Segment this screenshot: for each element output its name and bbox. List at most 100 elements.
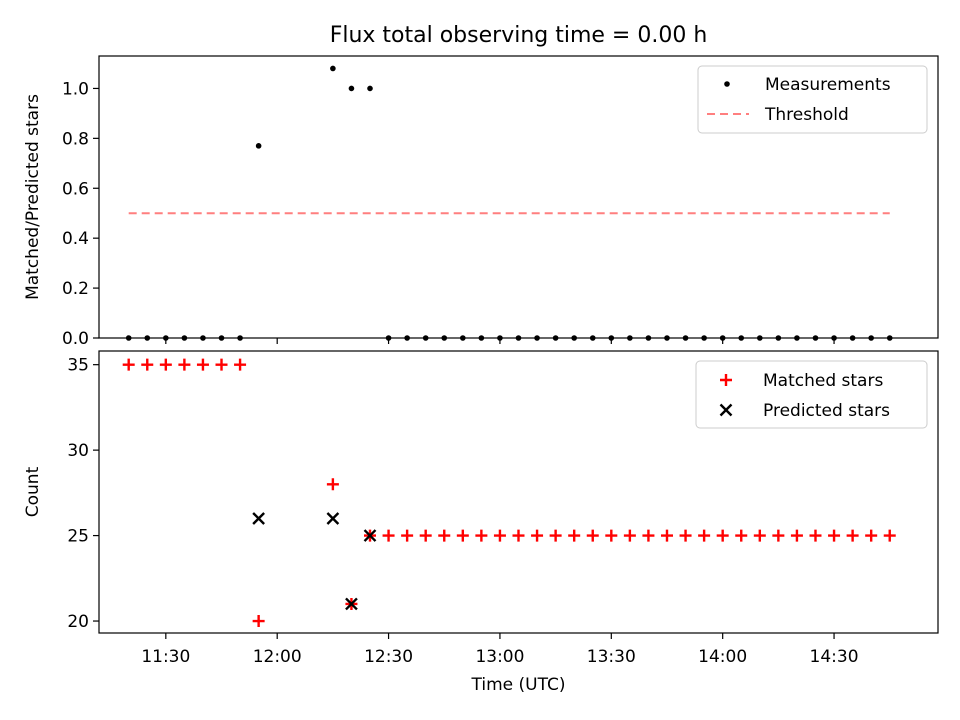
measurement-point bbox=[515, 335, 522, 341]
measurement-point bbox=[868, 335, 874, 341]
matched-star-point bbox=[475, 529, 488, 542]
matched-star-point bbox=[790, 529, 803, 542]
matched-star-point bbox=[438, 529, 451, 542]
measurement-point bbox=[404, 335, 410, 341]
y-tick-label: 35 bbox=[67, 356, 89, 376]
measurement-point bbox=[552, 335, 559, 341]
matched-star-point bbox=[456, 529, 469, 542]
measurement-point bbox=[794, 335, 800, 341]
matched-star-point bbox=[549, 529, 562, 542]
legend-label-matched: Matched stars bbox=[763, 371, 883, 391]
x-tick-label: 12:30 bbox=[364, 647, 413, 667]
measurement-point bbox=[627, 335, 633, 341]
measurement-point bbox=[664, 335, 670, 341]
top-panel: 0.0 0.2 0.4 0.6 0.8 1.0 Matched/Predicted star… bbox=[23, 55, 939, 349]
y-tick-label: 0.2 bbox=[62, 279, 89, 299]
measurement-point bbox=[144, 335, 151, 341]
matched-star-point bbox=[326, 478, 339, 491]
predicted-star-point bbox=[326, 512, 340, 525]
y-tick-label: 0.8 bbox=[62, 129, 89, 149]
matched-star-point bbox=[735, 529, 748, 542]
matched-star-point bbox=[883, 529, 896, 542]
measurement-point bbox=[181, 335, 188, 341]
matched-star-point bbox=[716, 529, 729, 542]
measurement-point bbox=[330, 65, 336, 72]
matched-star-point bbox=[865, 529, 878, 542]
x-tick-label: 13:30 bbox=[587, 647, 636, 667]
matched-star-point bbox=[419, 529, 432, 542]
measurement-point bbox=[812, 335, 819, 341]
matched-star-point bbox=[215, 358, 228, 371]
y-axis-label: Matched/Predicted stars bbox=[23, 94, 43, 300]
y-tick-label: 30 bbox=[67, 441, 89, 461]
y-tick-label: 0.4 bbox=[62, 229, 89, 249]
measurement-point bbox=[831, 335, 837, 341]
matched-star-point bbox=[846, 529, 859, 542]
measurement-point bbox=[589, 335, 596, 341]
legend-marker-matched bbox=[720, 374, 732, 386]
matched-star-point bbox=[753, 529, 766, 542]
matched-star-point bbox=[178, 358, 191, 371]
matched-star-point bbox=[698, 529, 711, 542]
legend-label-threshold: Threshold bbox=[764, 105, 849, 125]
matched-star-point bbox=[772, 529, 785, 542]
matched-star-point bbox=[623, 529, 636, 542]
legend-marker-measurements bbox=[724, 81, 730, 87]
measurement-point bbox=[348, 85, 355, 92]
legend-label-predicted: Predicted stars bbox=[763, 401, 890, 421]
measurement-point bbox=[367, 85, 373, 92]
measurement-point bbox=[163, 335, 169, 341]
x-tick-label: 13:00 bbox=[475, 647, 524, 667]
measurement-point bbox=[849, 335, 856, 341]
bottom-panel: 20 25 30 35 Count 11:30 12:00 12:30 13:00 13:30 14… bbox=[23, 350, 939, 695]
figure-title: Flux total observing time = 0.00 h bbox=[330, 23, 708, 48]
y-tick-label: 25 bbox=[67, 527, 89, 547]
matched-star-point bbox=[809, 529, 822, 542]
matched-star-point bbox=[568, 529, 581, 542]
matched-star-point bbox=[605, 529, 618, 542]
measurement-point bbox=[571, 335, 577, 341]
axes-frame bbox=[98, 350, 939, 634]
matched-star-point bbox=[382, 529, 395, 542]
measurement-point bbox=[701, 335, 707, 341]
matched-star-point bbox=[401, 529, 414, 542]
matched-star-point bbox=[493, 529, 506, 542]
measurement-point bbox=[218, 335, 225, 341]
measurement-point bbox=[200, 335, 206, 341]
matched-star-point bbox=[642, 529, 655, 542]
predicted-star-point bbox=[345, 597, 358, 611]
matched-star-point bbox=[159, 358, 172, 371]
matched-star-point bbox=[660, 529, 673, 542]
measurement-point bbox=[719, 335, 726, 341]
measurement-point bbox=[645, 335, 652, 341]
measurement-point bbox=[682, 335, 689, 341]
measurement-point bbox=[497, 335, 503, 341]
y-tick-label: 1.0 bbox=[62, 79, 89, 99]
predicted-star-point bbox=[252, 512, 265, 525]
matched-star-point bbox=[122, 358, 135, 371]
measurement-point bbox=[886, 335, 893, 341]
matched-star-point bbox=[531, 529, 544, 542]
measurement-point bbox=[478, 335, 485, 341]
y-tick-label: 0.0 bbox=[62, 329, 89, 349]
x-axis-label: Time (UTC) bbox=[471, 675, 566, 695]
matched-star-point bbox=[141, 358, 154, 371]
measurement-point bbox=[460, 335, 466, 341]
x-tick-label: 11:30 bbox=[141, 647, 190, 667]
measurement-point bbox=[608, 335, 615, 341]
x-tick-label: 12:00 bbox=[253, 647, 302, 667]
measurement-point bbox=[441, 335, 448, 341]
legend-marker-predicted bbox=[719, 403, 733, 417]
measurement-point bbox=[757, 335, 763, 341]
matched-star-point bbox=[586, 529, 599, 542]
measurement-point bbox=[738, 335, 745, 341]
legend-box bbox=[695, 360, 928, 429]
measurement-point bbox=[422, 335, 429, 341]
measurement-point bbox=[237, 335, 243, 341]
legend-box bbox=[697, 65, 928, 134]
measurement-point bbox=[125, 335, 132, 341]
matched-star-point bbox=[196, 358, 209, 371]
measurement-point bbox=[255, 143, 262, 149]
predicted-star-point bbox=[363, 529, 377, 542]
x-tick-label: 14:00 bbox=[698, 647, 747, 667]
